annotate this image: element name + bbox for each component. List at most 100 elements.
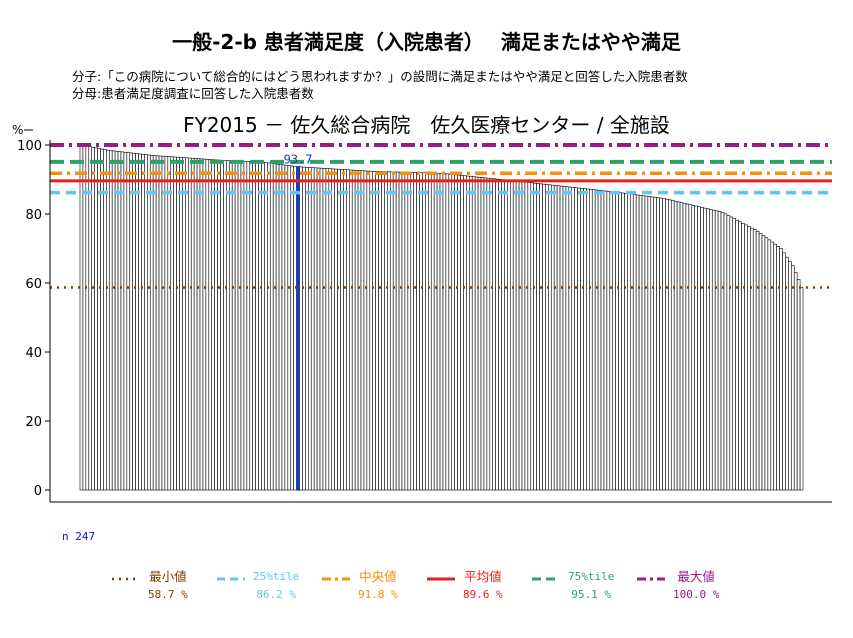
legend-item-min: 最小値 58.7 % [110,568,215,604]
bar [155,155,160,491]
legend: 最小値 58.7 % 25%tile 86.2 % 中央値 91.8 % 平均値… [110,568,740,604]
bar [108,150,113,491]
bar [466,175,470,491]
bar [196,158,201,491]
bar [583,188,587,491]
sample-size-label: n 247 [62,530,96,543]
bar [670,200,675,491]
bar [442,173,447,491]
bar [319,167,324,491]
bar [82,145,87,491]
bar [597,190,602,491]
bar [758,233,763,491]
y-tick-label: 20 [25,415,42,430]
bar [170,156,174,491]
bar [501,179,505,491]
highlight-value-label: 93.7 [284,153,313,167]
bar [205,158,210,491]
bar [539,183,543,491]
bar [106,149,110,491]
bar [755,230,760,491]
bar [688,204,693,491]
bar [334,168,338,491]
bar [451,174,455,491]
bar [545,184,549,491]
bar [123,151,128,491]
bar [480,177,485,491]
legend-item-median: 中央値 91.8 % [320,568,425,604]
bar [559,185,564,491]
y-tick-label: 0 [34,484,42,499]
bar [656,197,660,491]
bar [650,196,655,491]
bar [269,163,274,491]
bar [290,165,294,491]
bar [340,169,344,491]
bar [430,172,435,491]
bar [164,156,169,491]
bar [261,161,265,491]
bar [600,190,605,491]
bar [770,241,775,491]
legend-label-median: 中央値 [359,569,397,584]
bar [594,189,599,491]
bar [249,161,254,491]
bar [685,203,690,491]
bar [632,194,637,491]
bar [445,173,450,491]
bar [173,156,177,491]
bar [135,153,139,491]
legend-value-p75: 95.1 % [571,588,612,601]
bar [114,150,119,491]
bar [120,151,125,491]
bar [179,157,183,491]
legend-value-max: 100.0 % [673,588,720,601]
bar [284,164,289,491]
bar [723,213,728,491]
bar [720,211,725,491]
bar [489,178,494,491]
bar [401,171,406,491]
bar [512,180,517,491]
bar [714,210,719,491]
bar [603,190,608,491]
bar [524,181,529,491]
bar [199,158,204,491]
bar [776,246,780,491]
bar [231,160,236,491]
bar [773,243,777,491]
bar [302,166,306,491]
bar [469,176,473,491]
bar [354,170,359,491]
bar [454,174,458,491]
bar [460,175,464,491]
bar [627,193,631,491]
bar [100,148,104,491]
bar [384,171,388,491]
bar [793,272,798,491]
y-axis-label: % [12,123,23,137]
bar [609,191,614,491]
bar [387,171,391,491]
bar [220,160,224,491]
bar [542,183,546,491]
y-tick-label: 80 [25,208,42,223]
bar [360,170,365,491]
legend-item-p25: 25%tile 86.2 % [215,568,320,604]
bar [615,191,619,491]
highlight-bar [296,166,301,491]
bar [548,184,552,491]
bar [325,168,330,491]
bar [571,187,575,491]
bar [644,195,649,491]
bar [375,171,379,491]
bar [182,157,186,491]
bar [425,172,429,491]
bar [647,196,652,491]
bar [483,177,488,491]
bar [316,167,321,491]
bar [697,206,701,491]
bar [436,172,441,491]
bar [665,198,669,491]
y-axis: 0 20 40 60 80 100 [17,139,50,499]
